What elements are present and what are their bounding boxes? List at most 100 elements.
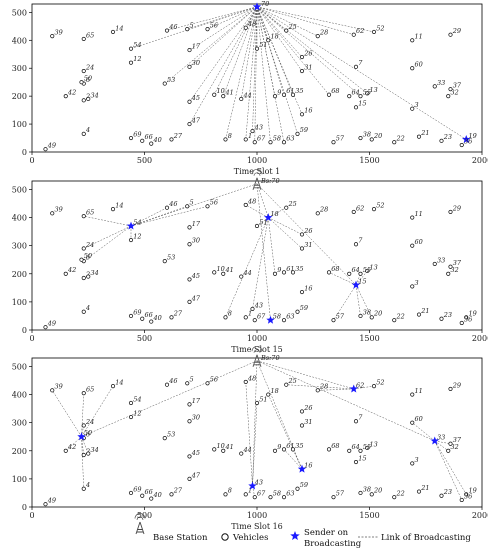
vehicle-label: 55: [363, 443, 371, 451]
base-station-label: Bs:70: [260, 354, 280, 362]
vehicle-label: 24: [85, 63, 94, 71]
vehicle-marker: [243, 25, 248, 30]
vehicle-marker: [448, 32, 453, 37]
y-tick-label: 500: [12, 185, 27, 194]
vehicle-label: 33: [437, 433, 445, 441]
sender-star: [264, 213, 273, 222]
y-tick-label: 0: [22, 503, 27, 512]
y-tick-label: 300: [12, 419, 27, 428]
vehicle-marker: [243, 137, 248, 142]
vehicle-marker: [290, 447, 296, 452]
vehicle-label: 54: [133, 41, 141, 49]
vehicle-marker: [448, 386, 453, 391]
vehicle-label: 47: [191, 471, 201, 479]
vehicle-label: 37: [453, 436, 462, 444]
legend-link-label: Link of Broadcasting: [381, 533, 471, 543]
vehicle-marker: [128, 60, 134, 65]
x-tick-label: 1000: [247, 156, 267, 165]
vehicle-label: 33: [437, 256, 445, 264]
vehicle-label: 17: [192, 397, 201, 405]
vehicle-label: 6: [86, 76, 90, 84]
broadcast-link: [252, 6, 258, 132]
vehicle-label: 10: [216, 87, 224, 95]
vehicle-label: 13: [369, 263, 377, 271]
vehicle-marker: [63, 448, 68, 453]
y-tick-label: 300: [12, 64, 27, 73]
broadcast-link: [434, 440, 449, 451]
broadcast-link: [256, 6, 271, 143]
vehicle-marker: [187, 225, 192, 230]
y-tick-label: 200: [12, 92, 27, 101]
x-tick-label: 1000: [247, 511, 267, 520]
x-tick-label: 500: [137, 156, 152, 165]
vehicle-marker: [254, 400, 260, 406]
vehicle-marker: [315, 388, 320, 393]
legend-link: Link of Broadcasting: [358, 533, 471, 543]
vehicle-marker: [250, 128, 255, 134]
vehicle-label: 50: [84, 75, 92, 83]
vehicle-marker: [212, 92, 217, 97]
vehicle-marker: [371, 207, 377, 212]
legend-vehicles-label: Vehicles: [232, 533, 268, 543]
vehicle-label: 45: [191, 94, 200, 102]
vehicle-label: 47: [191, 294, 201, 302]
vehicle-label: 16: [304, 107, 312, 115]
broadcast-link: [252, 217, 269, 309]
vehicle-marker: [162, 436, 167, 441]
vehicle-marker: [358, 135, 363, 141]
sender-star: [430, 436, 439, 445]
vehicle-marker: [164, 205, 170, 210]
vehicle-label: 7: [358, 59, 363, 67]
vehicle-label: 7: [358, 414, 363, 422]
vehicle-icon: [221, 533, 229, 541]
vehicle-label: 54: [133, 395, 141, 403]
vehicle-marker: [416, 134, 422, 139]
vehicle-marker: [86, 451, 91, 456]
vehicle-label: 28: [319, 383, 328, 391]
broadcast-link: [256, 6, 467, 140]
panels: 05001000150020000100200300400500Time Slo…: [12, 0, 488, 531]
vehicle-label: 38: [363, 485, 371, 493]
vehicle-marker: [353, 105, 359, 110]
broadcast-link: [256, 6, 361, 97]
vehicle-label: 46: [168, 377, 177, 385]
vehicle-label: 58: [273, 490, 281, 498]
vehicle-label: 49: [47, 142, 56, 150]
broadcast-link: [245, 204, 269, 218]
vehicle-marker: [459, 142, 464, 148]
vehicle-label: 42: [67, 89, 76, 97]
vehicle-label: 7: [358, 237, 363, 245]
vehicle-label: 61: [286, 87, 294, 95]
broadcast-link: [256, 360, 303, 470]
sender-star: [266, 315, 275, 324]
vehicle-marker: [187, 242, 192, 247]
vehicle-label: 60: [414, 238, 422, 246]
vehicle-label: 23: [443, 311, 452, 319]
vehicle-marker: [81, 36, 86, 41]
broadcast-link: [225, 217, 269, 318]
vehicle-marker: [140, 138, 145, 143]
vehicle-label: 48: [247, 374, 256, 382]
vehicle-label: 3: [414, 456, 418, 464]
vehicle-marker: [43, 502, 48, 507]
vehicle-marker: [358, 490, 363, 496]
vehicle-marker: [353, 64, 359, 69]
broadcast-link: [355, 284, 361, 316]
vehicle-label: 43: [254, 123, 263, 131]
vehicle-marker: [252, 495, 257, 500]
x-tick-label: 1500: [359, 334, 379, 343]
x-tick-label: 1500: [359, 156, 379, 165]
vehicle-label: 29: [452, 27, 461, 35]
vehicle-marker: [149, 141, 154, 146]
vehicle-label: 43: [254, 478, 263, 486]
x-tick-label: 500: [137, 334, 152, 343]
legend: Base Station Vehicles Sender on Broadcas…: [134, 513, 471, 549]
vehicle-label: 44: [242, 446, 251, 454]
vehicle-label: 9: [277, 266, 281, 274]
vehicle-label: 68: [331, 442, 339, 450]
vehicle-marker: [353, 459, 359, 465]
vehicle-label: 18: [270, 33, 278, 41]
vehicle-marker: [347, 448, 352, 453]
